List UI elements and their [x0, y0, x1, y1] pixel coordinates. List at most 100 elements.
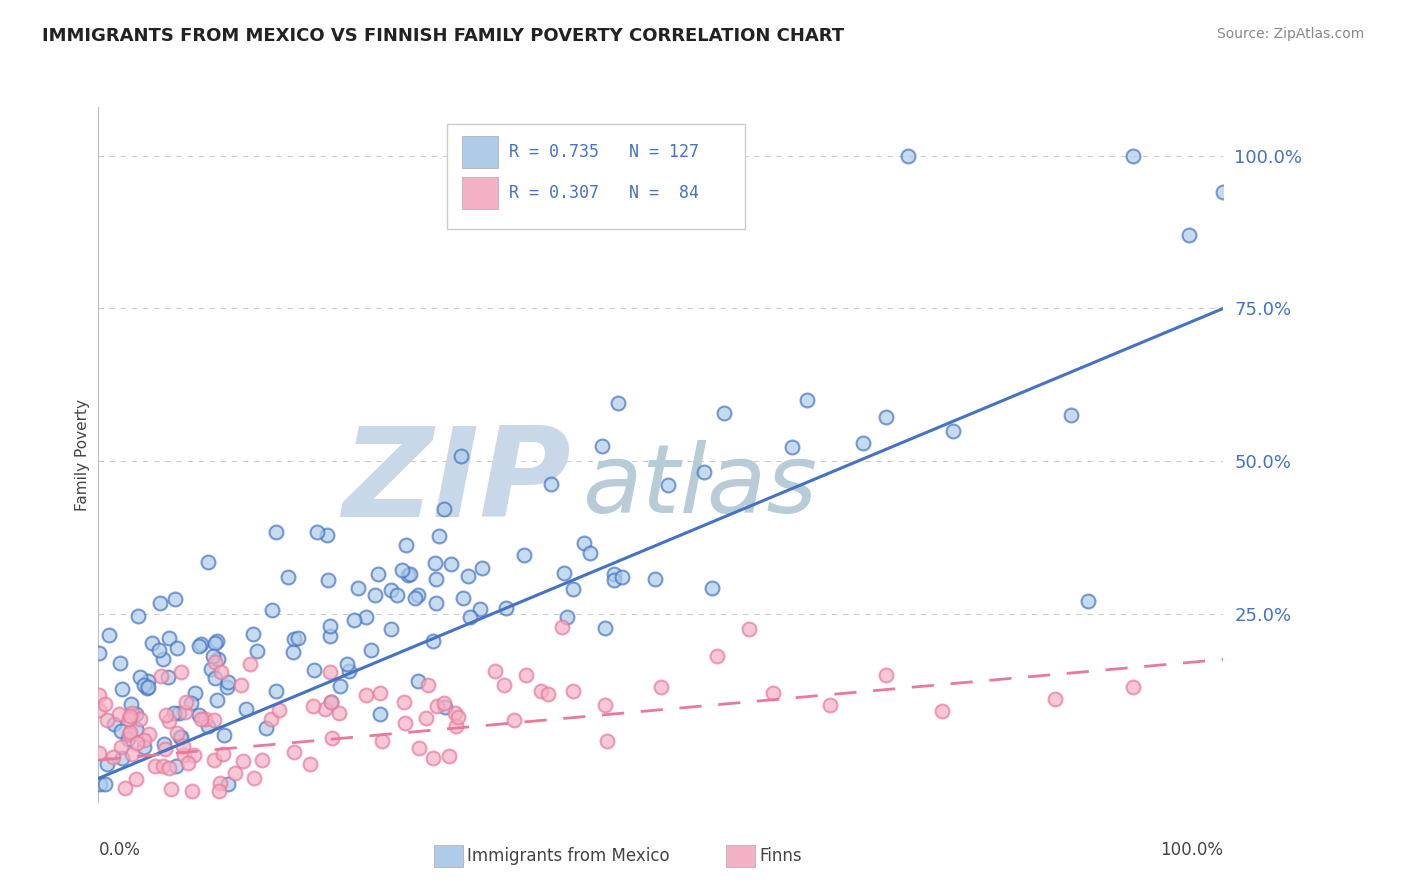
- Point: [204, 671, 226, 685]
- Point: [157, 761, 180, 775]
- Point: [395, 538, 418, 552]
- Point: [408, 674, 430, 689]
- Point: [319, 694, 342, 708]
- Point: [118, 712, 141, 726]
- Point: [537, 687, 560, 701]
- Point: [197, 719, 219, 733]
- Point: [551, 619, 574, 633]
- Point: [260, 602, 283, 616]
- Point: [197, 555, 219, 569]
- Point: [650, 680, 672, 694]
- Point: [1212, 186, 1234, 200]
- Point: [447, 710, 470, 724]
- Point: [336, 657, 359, 671]
- Point: [370, 734, 392, 748]
- Point: [118, 724, 141, 739]
- Point: [1060, 408, 1083, 422]
- Point: [118, 709, 141, 723]
- Point: [96, 713, 118, 727]
- Point: [165, 592, 187, 607]
- Point: [347, 581, 370, 595]
- Point: [897, 149, 920, 163]
- Point: [128, 712, 150, 726]
- Point: [562, 582, 585, 596]
- Point: [591, 439, 613, 453]
- Point: [453, 591, 475, 605]
- Point: [418, 678, 440, 692]
- Point: [124, 707, 146, 722]
- Point: [302, 699, 325, 714]
- Point: [468, 602, 491, 616]
- Point: [266, 684, 288, 698]
- Point: [1077, 594, 1099, 608]
- Point: [425, 596, 447, 610]
- Point: [125, 736, 148, 750]
- Point: [596, 734, 619, 748]
- Point: [243, 771, 266, 785]
- Point: [426, 698, 449, 713]
- Point: [120, 697, 142, 711]
- Point: [513, 548, 536, 562]
- Point: [125, 772, 148, 786]
- Point: [132, 678, 155, 692]
- Point: [155, 707, 177, 722]
- Point: [562, 683, 585, 698]
- Point: [138, 727, 160, 741]
- Point: [121, 747, 143, 761]
- Point: [557, 609, 579, 624]
- Point: [173, 747, 195, 762]
- Text: Immigrants from Mexico: Immigrants from Mexico: [467, 847, 671, 864]
- Point: [239, 657, 262, 672]
- Point: [111, 681, 134, 696]
- Point: [87, 689, 110, 703]
- Point: [174, 695, 197, 709]
- Point: [427, 529, 450, 543]
- Point: [94, 777, 117, 791]
- Point: [96, 757, 118, 772]
- Point: [188, 708, 211, 723]
- Point: [108, 706, 131, 721]
- Y-axis label: Family Poverty: Family Poverty: [75, 399, 90, 511]
- Point: [406, 588, 429, 602]
- Point: [404, 591, 426, 605]
- Point: [94, 698, 117, 712]
- Point: [437, 749, 460, 764]
- Point: [457, 569, 479, 583]
- Point: [235, 702, 257, 716]
- Point: [167, 706, 190, 721]
- Point: [1122, 149, 1144, 163]
- Point: [172, 739, 194, 754]
- Point: [215, 681, 238, 695]
- Point: [553, 566, 575, 580]
- Point: [931, 704, 953, 718]
- Point: [942, 424, 965, 438]
- Point: [380, 582, 402, 597]
- Point: [540, 477, 562, 491]
- Point: [368, 686, 391, 700]
- Point: [114, 780, 136, 795]
- Point: [713, 406, 735, 420]
- Point: [314, 701, 336, 715]
- Text: 0.0%: 0.0%: [98, 841, 141, 859]
- Point: [337, 665, 360, 679]
- Point: [367, 567, 389, 582]
- Point: [260, 713, 283, 727]
- Point: [157, 714, 180, 729]
- Point: [394, 716, 416, 731]
- Point: [329, 679, 352, 693]
- Point: [692, 465, 714, 479]
- Point: [796, 392, 818, 407]
- Point: [1043, 692, 1066, 706]
- Point: [319, 629, 342, 643]
- Point: [181, 783, 204, 797]
- Text: 100.0%: 100.0%: [1160, 841, 1223, 859]
- Point: [425, 573, 447, 587]
- Point: [136, 673, 159, 688]
- Point: [305, 524, 328, 539]
- Point: [364, 588, 387, 602]
- Point: [515, 667, 537, 681]
- Point: [657, 478, 679, 492]
- Point: [170, 730, 193, 744]
- Point: [207, 633, 229, 648]
- Point: [433, 700, 456, 714]
